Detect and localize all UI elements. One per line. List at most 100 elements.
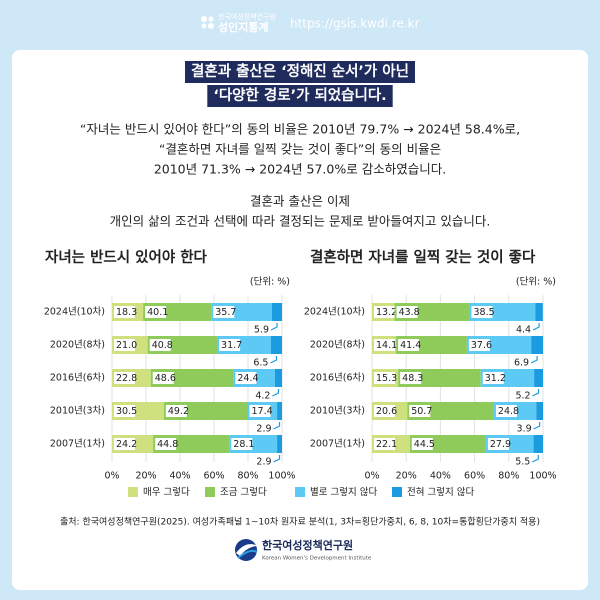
value-label-bg — [468, 339, 490, 351]
value-label: 37.6 — [471, 340, 492, 351]
x-tick-label: 60% — [464, 471, 485, 482]
leader-line — [273, 455, 281, 463]
leader-line — [533, 422, 541, 430]
summary-line: 2010년 71.3% → 2024년 57.0%로 감소하였습니다. — [154, 162, 446, 177]
bar-segment — [277, 435, 282, 453]
value-label-bg — [114, 372, 135, 384]
chart-title: 결혼하면 자녀를 일찍 갖는 것이 좋다 — [310, 248, 536, 266]
value-label-bg — [374, 438, 395, 450]
value-label: 44.8 — [157, 439, 178, 450]
value-label: 13.2 — [376, 307, 397, 318]
x-tick-label: 40% — [430, 471, 451, 482]
headline-box — [207, 85, 393, 107]
chart-title: 자녀는 반드시 있어야 한다 — [45, 248, 208, 266]
unit-label: (단위: %) — [250, 276, 290, 288]
legend-label: 조금 그렇다 — [220, 487, 267, 498]
value-label-bg — [487, 438, 509, 450]
footer-org: 한국여성정책연구원 — [262, 538, 353, 552]
y-tick-label: 2010년(3차) — [310, 405, 365, 417]
bar-segment — [271, 303, 282, 321]
bar-segment — [277, 402, 282, 420]
value-label: 48.3 — [402, 373, 423, 384]
value-label-bg — [235, 372, 257, 384]
value-label: 31.7 — [221, 340, 242, 351]
value-label-bg — [495, 405, 517, 417]
bar-segment — [274, 369, 282, 387]
value-label-bg — [396, 306, 418, 318]
headline: 결혼과 출산은 ‘정해진 순서’가 아닌 — [191, 62, 409, 80]
logo-dots — [201, 16, 214, 29]
value-label: 24.8 — [498, 406, 519, 417]
summary-line: “결혼하면 자녀를 일찍 갖는 것이 좋다”의 동의 비율은 — [159, 142, 441, 157]
leader-line — [270, 323, 278, 331]
value-label: 35.7 — [215, 307, 236, 318]
value-label: 49.2 — [168, 406, 189, 417]
x-tick-label: 20% — [396, 471, 417, 482]
value-label: 30.5 — [116, 406, 137, 417]
value-label: 17.4 — [251, 406, 272, 417]
legend-label: 매우 그렇다 — [143, 487, 190, 498]
leader-line — [532, 455, 539, 463]
value-label: 22.1 — [376, 439, 397, 450]
value-label: 22.8 — [116, 373, 137, 384]
x-tick-label: 20% — [135, 471, 156, 482]
value-label: 48.6 — [155, 373, 176, 384]
header-brand: 성인지통계 — [218, 20, 269, 34]
y-tick-label: 2016년(6차) — [50, 372, 105, 384]
x-tick-label: 80% — [498, 471, 519, 482]
value-label-bg — [165, 405, 187, 417]
source: 출처: 한국여성정책연구원(2025). 여성가족패널 1~10차 원자료 분석… — [60, 516, 540, 528]
value-label: 5.9 — [254, 325, 269, 336]
header-url: https://gsis.kwdi.re.kr — [290, 17, 420, 31]
x-tick-label: 80% — [237, 471, 258, 482]
value-label-bg — [374, 372, 395, 384]
legend-label: 별로 그렇지 않다 — [310, 487, 377, 498]
headline: ‘다양한 경로’가 되었습니다. — [213, 86, 386, 104]
x-tick-label: 60% — [203, 471, 224, 482]
value-label-bg — [398, 339, 420, 351]
value-label-bg — [411, 438, 433, 450]
value-label: 38.5 — [473, 307, 494, 318]
bar-segment — [535, 303, 543, 321]
value-label-bg — [482, 372, 504, 384]
bar-segment — [533, 435, 543, 453]
value-label: 5.2 — [515, 391, 530, 402]
x-tick-label: 0% — [104, 471, 119, 482]
legend-swatch — [295, 487, 305, 497]
value-label-bg — [114, 438, 135, 450]
value-label-bg — [400, 372, 422, 384]
value-label: 5.5 — [515, 457, 530, 468]
value-label: 4.2 — [255, 391, 270, 402]
value-label: 6.9 — [514, 358, 529, 369]
value-label-bg — [114, 306, 135, 318]
value-label-bg — [152, 372, 174, 384]
y-tick-label: 2024년(10차) — [304, 306, 365, 318]
value-label-bg — [145, 306, 167, 318]
bar-segment — [531, 336, 543, 354]
bar-segment — [270, 336, 282, 354]
value-label-bg — [114, 405, 135, 417]
leader-line — [532, 323, 540, 331]
value-label: 20.6 — [376, 406, 397, 417]
value-label: 50.7 — [411, 406, 432, 417]
value-label: 3.9 — [517, 424, 532, 435]
value-label: 31.2 — [485, 373, 506, 384]
x-tick-label: 100% — [529, 471, 556, 482]
unit-label: (단위: %) — [516, 276, 556, 288]
value-label: 4.4 — [516, 325, 531, 336]
conclusion-line: 결혼과 출산은 이제 — [250, 194, 350, 209]
bar-segment — [536, 402, 543, 420]
value-label-bg — [219, 339, 241, 351]
value-label: 18.3 — [116, 307, 137, 318]
value-label-bg — [213, 306, 235, 318]
y-tick-label: 2010년(3차) — [50, 405, 105, 417]
leader-line — [532, 389, 540, 397]
x-tick-label: 40% — [169, 471, 190, 482]
value-label-bg — [155, 438, 177, 450]
leader-line — [270, 356, 278, 364]
legend-swatch — [392, 487, 402, 497]
value-label: 14.1 — [376, 340, 397, 351]
value-label: 44.5 — [414, 439, 435, 450]
conclusion-line: 개인의 삶의 조건과 선택에 따라 결정되는 문제로 받아들여지고 있습니다. — [110, 214, 491, 229]
